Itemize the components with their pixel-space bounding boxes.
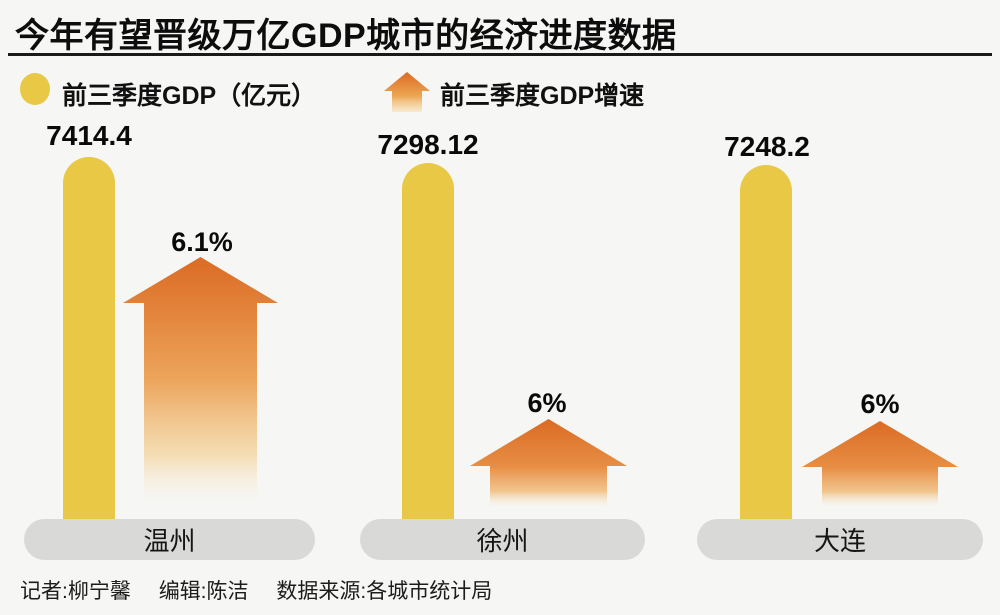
city-label-pill: 大连: [697, 519, 983, 560]
editor-credit: 编辑:陈洁: [158, 580, 249, 603]
data-source-credit: 数据来源:各城市统计局: [276, 580, 493, 603]
gdp-legend-dot-icon: [20, 73, 50, 105]
gdp-value-label: 7298.12: [377, 129, 479, 160]
growth-legend-label: 前三季度GDP增速: [440, 82, 645, 110]
growth-arrow: [802, 421, 958, 507]
page-title: 今年有望晋级万亿GDP城市的经济进度数据: [15, 17, 677, 55]
city-label-pill: 徐州: [360, 519, 645, 560]
growth-value-label: 6%: [527, 388, 567, 418]
title-underline: [8, 53, 992, 56]
growth-value-label: 6.1%: [171, 227, 233, 257]
growth-arrow: [470, 419, 627, 507]
reporter-credit: 记者:柳宁馨: [20, 580, 131, 603]
gdp-legend-label: 前三季度GDP（亿元）: [62, 82, 317, 110]
credits-line: 记者:柳宁馨 编辑:陈洁 数据来源:各城市统计局: [20, 575, 514, 605]
growth-legend-arrow-icon: [384, 72, 430, 112]
gdp-value-label: 7414.4: [46, 120, 132, 151]
city-name: 徐州: [476, 526, 529, 556]
growth-arrow: [123, 257, 278, 504]
gdp-value-label: 7248.2: [724, 131, 810, 162]
gdp-bar: [740, 165, 792, 520]
city-name: 温州: [143, 526, 196, 556]
city-name: 大连: [813, 526, 866, 556]
gdp-bar: [402, 163, 454, 520]
city-label-pill: 温州: [24, 519, 315, 560]
growth-value-label: 6%: [860, 389, 900, 419]
gdp-bar: [63, 157, 115, 520]
